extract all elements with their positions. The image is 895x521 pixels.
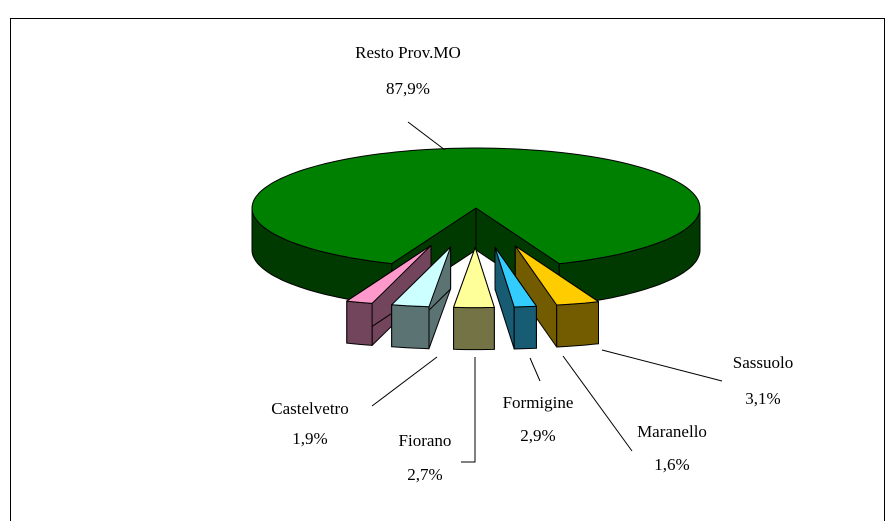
slice-label: Maranello xyxy=(637,422,707,441)
slice-label: Castelvetro xyxy=(271,399,348,418)
slice xyxy=(346,245,432,304)
slice xyxy=(391,246,452,308)
leader-line xyxy=(371,356,438,407)
slice xyxy=(453,247,495,309)
slice-label: Fiorano xyxy=(399,431,452,450)
leader-line xyxy=(601,349,723,382)
slice-side xyxy=(453,306,495,351)
slice-label: Sassuolo xyxy=(733,353,793,372)
leader-line xyxy=(529,357,541,382)
slice-value-label: 1,6% xyxy=(654,455,689,474)
slice-value-label: 87,9% xyxy=(386,79,430,98)
slice-label: Resto Prov.MO xyxy=(355,43,461,62)
slice-label: Formigine xyxy=(503,393,574,412)
leader-line xyxy=(407,121,446,151)
slice xyxy=(514,245,599,306)
slice-value-label: 2,9% xyxy=(520,426,555,445)
slice xyxy=(251,147,701,265)
slice-value-label: 3,1% xyxy=(745,389,780,408)
slice-side xyxy=(391,304,430,350)
leader-line xyxy=(562,355,633,452)
slice-value-label: 1,9% xyxy=(292,429,327,448)
leader-line xyxy=(461,357,476,463)
slice-side xyxy=(556,301,599,348)
slice-side xyxy=(513,305,537,350)
slice xyxy=(494,246,537,308)
slice-side xyxy=(346,300,373,346)
slice-value-label: 2,7% xyxy=(407,465,442,484)
